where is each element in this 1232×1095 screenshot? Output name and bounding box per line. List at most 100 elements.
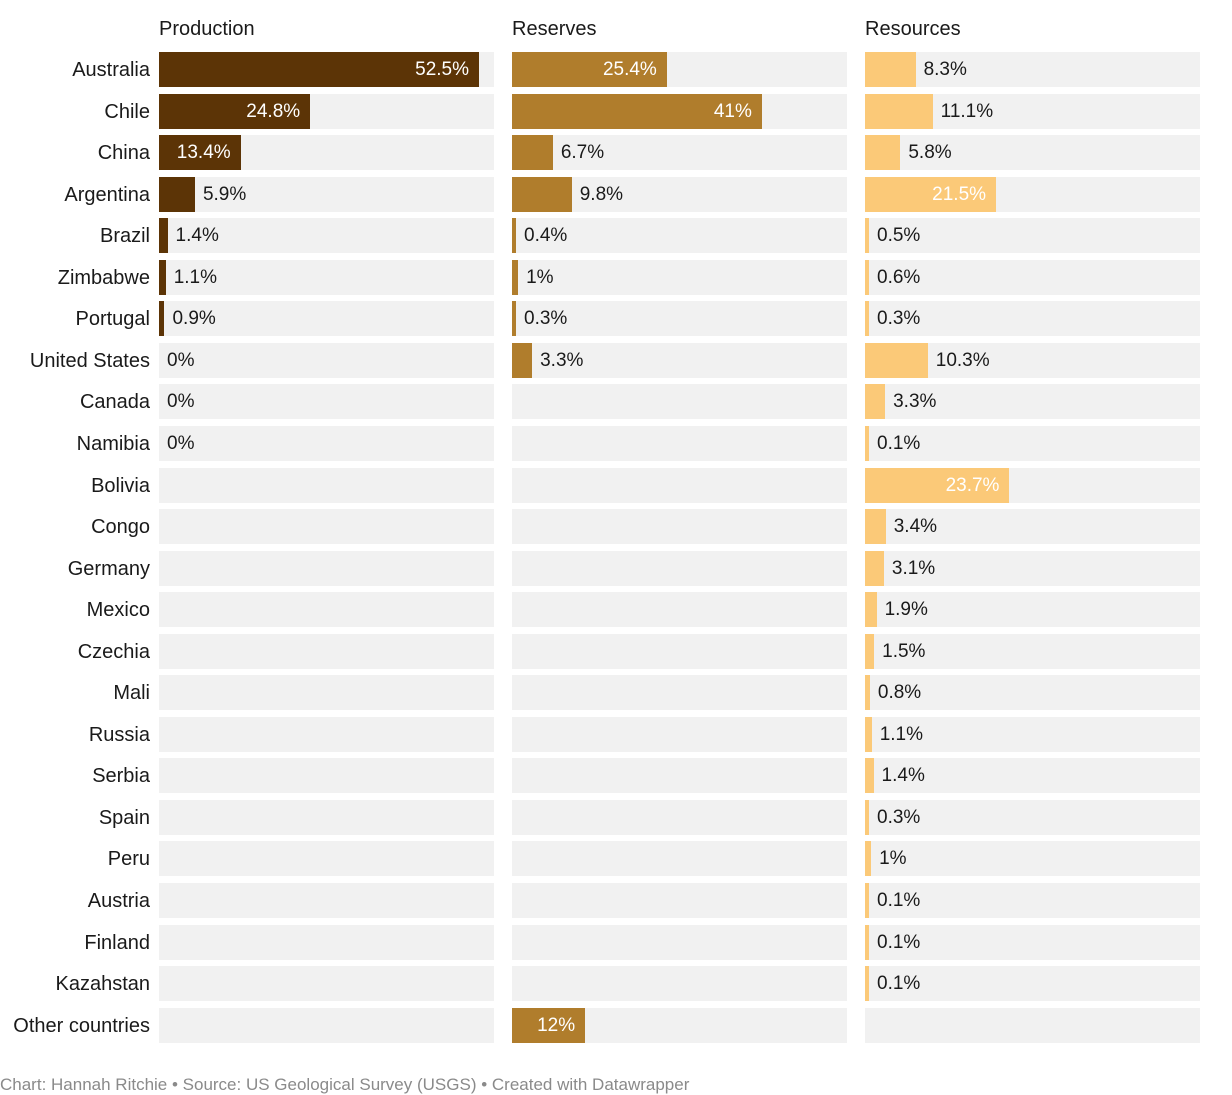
bar-resources <box>865 384 886 419</box>
value-label: 3.3% <box>893 391 937 412</box>
bar-track: 0.8% <box>865 675 1200 710</box>
bar-track: 10.3% <box>865 343 1200 378</box>
country-label: Australia <box>72 59 150 81</box>
value-label: 1% <box>526 267 554 288</box>
bar-track <box>512 800 847 835</box>
bar-track: 0.5% <box>865 218 1200 253</box>
bar-track <box>512 758 847 793</box>
bar-track: 9.8% <box>512 177 847 212</box>
bar-track: 1% <box>865 841 1200 876</box>
bar-track <box>159 717 494 752</box>
bar-production <box>159 177 195 212</box>
bar-production <box>159 135 241 170</box>
bar-resources <box>865 634 875 669</box>
bar-track <box>512 717 847 752</box>
bar-track: 0.1% <box>865 883 1200 918</box>
bar-resources <box>865 135 901 170</box>
bar-resources <box>865 177 997 212</box>
bar-track: 23.7% <box>865 468 1200 503</box>
bar-track: 1% <box>512 260 847 295</box>
panel-title-reserves: Reserves <box>512 18 597 40</box>
bar-track <box>512 384 847 419</box>
country-label: Czechia <box>77 641 150 663</box>
value-label: 1.9% <box>884 599 928 620</box>
bar-track: 0% <box>159 343 494 378</box>
value-label: 0% <box>167 391 195 412</box>
bar-track <box>512 426 847 461</box>
country-label: Kazahstan <box>55 973 150 995</box>
bar-track <box>159 883 494 918</box>
country-label: Namibia <box>76 433 150 455</box>
value-label: 3.1% <box>891 558 936 579</box>
value-label: 10.3% <box>935 350 990 371</box>
value-label: 0.1% <box>877 932 921 953</box>
value-label: 12% <box>537 1015 576 1036</box>
bar-resources <box>865 218 869 253</box>
value-label: 0.6% <box>877 267 921 288</box>
bar-reserves <box>512 1008 586 1043</box>
bar-track: 41% <box>512 94 847 129</box>
bar-track <box>159 509 494 544</box>
bar-reserves <box>512 301 516 336</box>
value-label: 0.3% <box>877 308 921 329</box>
country-label: China <box>97 142 150 164</box>
bar-track <box>159 966 494 1001</box>
value-label: 0% <box>167 433 195 454</box>
value-label: 1.1% <box>879 724 924 745</box>
country-label: Other countries <box>13 1015 150 1037</box>
value-label: 23.7% <box>945 475 1000 496</box>
bar-track <box>512 468 847 503</box>
bar-track <box>159 758 494 793</box>
bar-track: 12% <box>512 1008 847 1043</box>
value-label: 13.4% <box>176 142 231 163</box>
value-label: 24.8% <box>246 101 301 122</box>
bar-production <box>159 301 165 336</box>
bar-track: 3.3% <box>865 384 1200 419</box>
value-label: 11.1% <box>940 101 994 122</box>
bar-production <box>159 52 479 87</box>
bar-track: 8.3% <box>865 52 1200 87</box>
panel-title-production: Production <box>159 18 255 40</box>
bar-track: 0.1% <box>865 426 1200 461</box>
country-label: Finland <box>84 932 150 954</box>
bar-resources <box>865 883 869 918</box>
bar-track <box>512 883 847 918</box>
bar-track: 11.1% <box>865 94 1200 129</box>
bar-track: 0.3% <box>865 800 1200 835</box>
bar-reserves <box>512 177 572 212</box>
value-label: 8.3% <box>923 59 967 80</box>
bar-resources <box>865 551 884 586</box>
bar-track <box>159 1008 494 1043</box>
value-label: 0.1% <box>877 973 921 994</box>
bar-track: 0.3% <box>512 301 847 336</box>
bar-track <box>512 925 847 960</box>
bar-track: 25.4% <box>512 52 847 87</box>
value-label: 1.4% <box>881 765 925 786</box>
chart-footer: Chart: Hannah Ritchie • Source: US Geolo… <box>0 1075 690 1094</box>
value-label: 0.9% <box>172 308 216 329</box>
country-label: United States <box>29 350 150 372</box>
bar-track: 3.1% <box>865 551 1200 586</box>
bar-track <box>512 509 847 544</box>
bar-resources <box>865 675 870 710</box>
bar-track <box>159 592 494 627</box>
value-label: 6.7% <box>560 142 605 163</box>
bar-track <box>512 592 847 627</box>
bar-resources <box>865 717 872 752</box>
bar-track <box>512 551 847 586</box>
bar-track: 1.4% <box>865 758 1200 793</box>
country-label: Peru <box>107 848 150 870</box>
bar-track: 21.5% <box>865 177 1200 212</box>
bar-track: 1.5% <box>865 634 1200 669</box>
value-label: 0.5% <box>877 225 921 246</box>
value-label: 41% <box>713 101 752 122</box>
bar-track: 0.1% <box>865 966 1200 1001</box>
bar-track <box>512 675 847 710</box>
country-label: Portugal <box>75 308 151 330</box>
bar-resources <box>865 592 877 627</box>
bar-track: 52.5% <box>159 52 494 87</box>
value-label: 0% <box>167 350 195 371</box>
bar-track: 6.7% <box>512 135 847 170</box>
bar-track: 0% <box>159 384 494 419</box>
bar-resources <box>865 966 869 1001</box>
